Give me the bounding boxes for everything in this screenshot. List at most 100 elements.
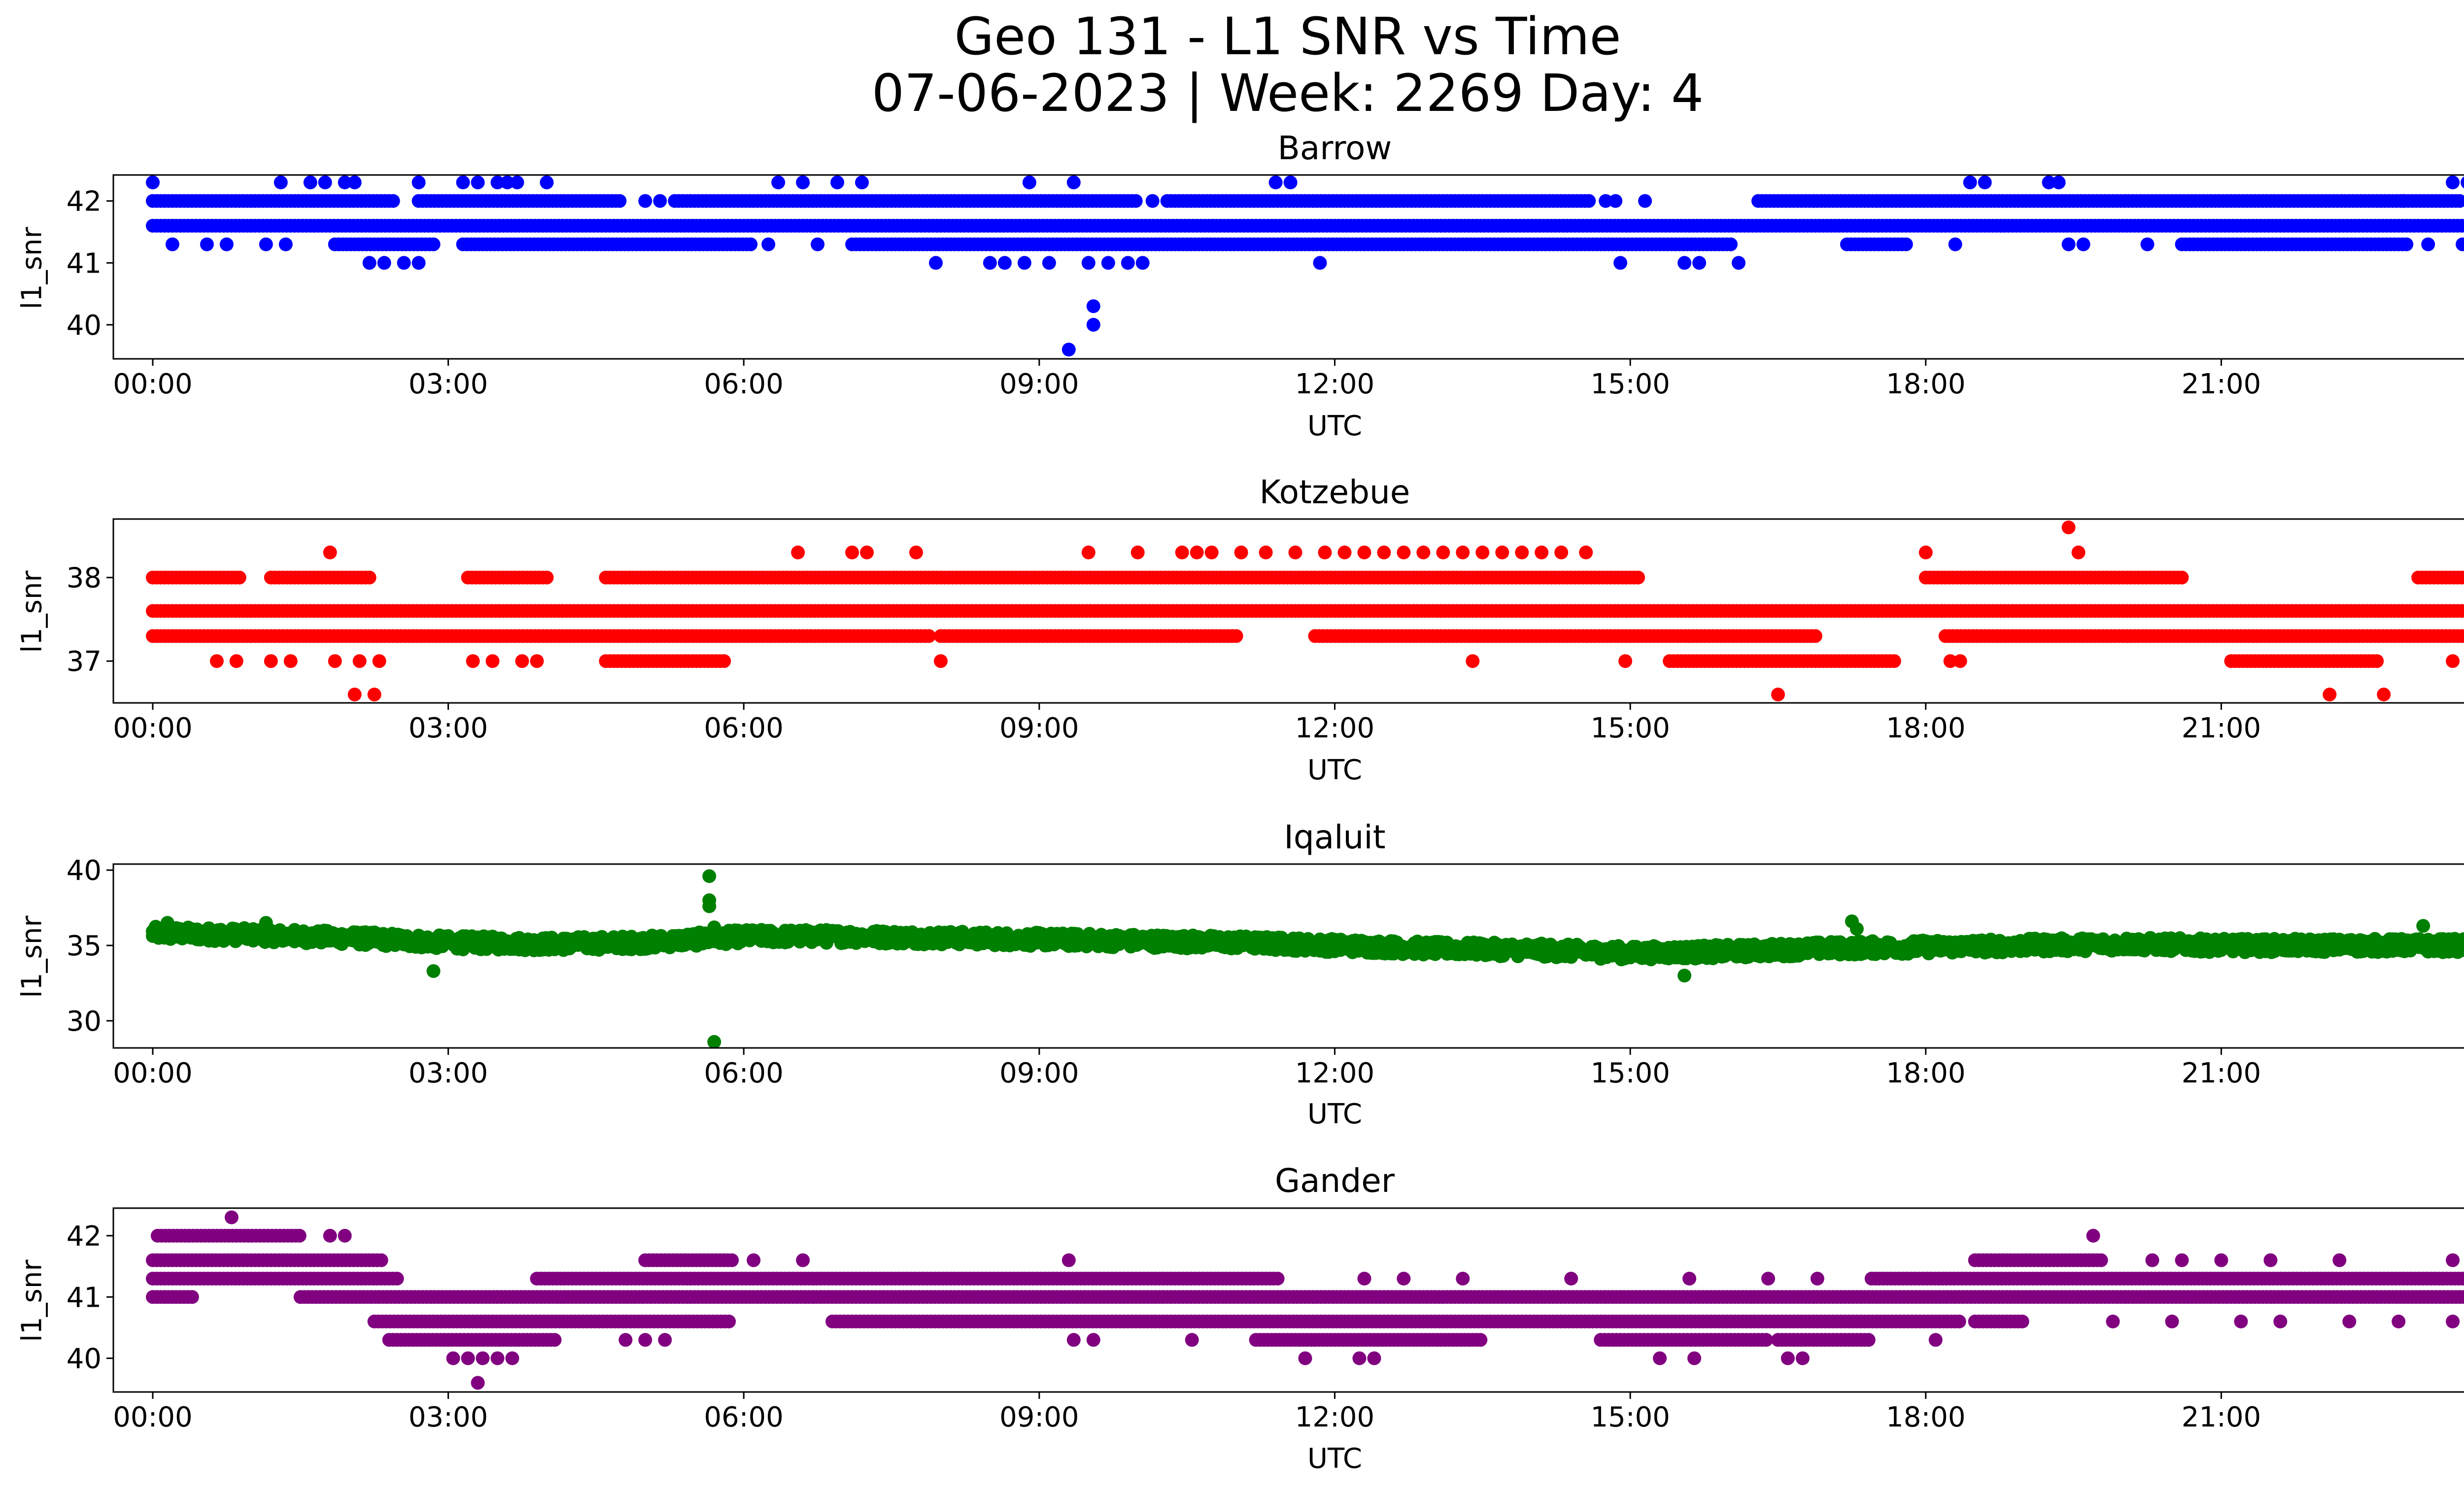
outlier-point [372, 654, 386, 668]
outlier-point [362, 256, 376, 270]
outlier-point [1599, 194, 1613, 208]
outlier-point [500, 175, 514, 190]
outlier-point [466, 654, 480, 668]
outlier-point [1259, 545, 1273, 559]
x-tick-label: 12:00 [1295, 368, 1374, 400]
x-axis-label-iqaluit: UTC [1307, 1098, 1362, 1130]
data-point [1631, 570, 1645, 585]
outlier-point [1175, 545, 1189, 559]
outlier-point [490, 175, 505, 190]
outlier-point [1978, 175, 1992, 190]
outlier-point [1234, 545, 1248, 559]
outlier-point [1456, 545, 1470, 559]
outlier-point [2071, 545, 2086, 559]
outlier-point [165, 237, 179, 251]
outlier-point [1943, 654, 1957, 668]
x-tick-label: 15:00 [1590, 368, 1670, 400]
outlier-point [338, 175, 352, 190]
outlier-point [274, 175, 288, 190]
outlier-point [471, 175, 485, 190]
outlier-point [2061, 521, 2076, 534]
outlier-point [1081, 545, 1095, 559]
outlier-point [860, 545, 874, 559]
x-axis-label-barrow: UTC [1307, 410, 1362, 442]
outlier-point [347, 175, 362, 190]
subplot-title-kotzebue: Kotzebue [1259, 473, 1410, 511]
outlier-point [530, 654, 544, 668]
outlier-point [1535, 545, 1549, 559]
outlier-point [771, 175, 786, 190]
outlier-point [2061, 237, 2076, 251]
data-point [2175, 570, 2189, 585]
data-point [2463, 631, 2464, 640]
outlier-point [1121, 256, 1135, 270]
outlier-point [2446, 175, 2460, 190]
data-point [1899, 237, 1913, 251]
subplot-iqaluit: 00:00 03:00 06:00 09:00 12:00 15:00 18:00 21:00… [67, 855, 2464, 1089]
data-point [386, 194, 400, 208]
outlier-point [1475, 545, 1490, 559]
outlier-point [303, 175, 317, 190]
y-tick-label: 42 [67, 186, 102, 218]
data-point [232, 570, 246, 585]
outlier-point [411, 175, 426, 190]
data-point [1129, 194, 1143, 208]
outlier-point [1579, 545, 1593, 559]
subplot-kotzebue: 00:00 03:00 06:00 09:00 12:00 15:00 18:00 21:00… [67, 518, 2464, 744]
outlier-point [2052, 175, 2066, 190]
outlier-point [1495, 545, 1509, 559]
outlier-point [1066, 175, 1081, 190]
outlier-point [2076, 237, 2090, 251]
outlier-point [1337, 545, 1352, 559]
data-point [2453, 194, 2464, 208]
outlier-point [1416, 545, 1431, 559]
outlier-point [1692, 256, 1707, 270]
outlier-point [2446, 654, 2460, 668]
outlier-point [323, 545, 337, 559]
y-tick-label: 41 [67, 247, 102, 279]
x-tick-label: 06:00 [704, 368, 784, 400]
x-tick-label: 00:00 [113, 712, 192, 744]
outlier-point [1086, 299, 1100, 313]
outlier-point [997, 256, 1012, 270]
x-tick-label: 09:00 [999, 712, 1079, 744]
outlier-point [1130, 545, 1145, 559]
x-tick-label: 18:00 [1886, 712, 1965, 744]
data-point [2459, 629, 2464, 643]
outlier-point [515, 654, 529, 668]
outlier-point [318, 175, 332, 190]
x-tick-label: 03:00 [409, 368, 488, 400]
outlier-point [1283, 175, 1298, 190]
data-point [922, 629, 936, 643]
outlier-point [855, 175, 869, 190]
outlier-point [1357, 545, 1371, 559]
outlier-point [1515, 545, 1529, 559]
outlier-point [1732, 256, 1745, 270]
data-point [362, 570, 376, 585]
outlier-point [1017, 256, 1031, 270]
figure-title-line2: 07-06-2023 | Week: 2269 Day: 4 [871, 63, 1704, 123]
outlier-point [456, 175, 470, 190]
outlier-point [2042, 175, 2056, 190]
outlier-point [2421, 237, 2435, 251]
y-tick-label: 38 [67, 562, 102, 594]
outlier-point [1918, 545, 1933, 559]
outlier-point [1190, 545, 1204, 559]
data-point [2399, 237, 2414, 251]
outlier-point [328, 654, 342, 668]
outlier-point [1318, 545, 1332, 559]
outlier-point [146, 175, 160, 190]
figure-title-line1: Geo 131 - L1 SNR vs Time [954, 6, 1621, 67]
outlier-point [653, 194, 667, 208]
outlier-point [1086, 317, 1100, 332]
outlier-point [1618, 654, 1633, 668]
data-point [1582, 194, 1596, 208]
outlier-point [909, 545, 923, 559]
data-point [1887, 654, 1901, 668]
x-tick-label: 15:00 [1590, 712, 1670, 744]
subplot-barrow: 00:00 03:00 06:00 09:00 12:00 15:00 18:00 21:00… [67, 174, 2464, 400]
data-point [2459, 604, 2464, 618]
outlier-point [1963, 175, 1977, 190]
outlier-point [347, 688, 362, 701]
